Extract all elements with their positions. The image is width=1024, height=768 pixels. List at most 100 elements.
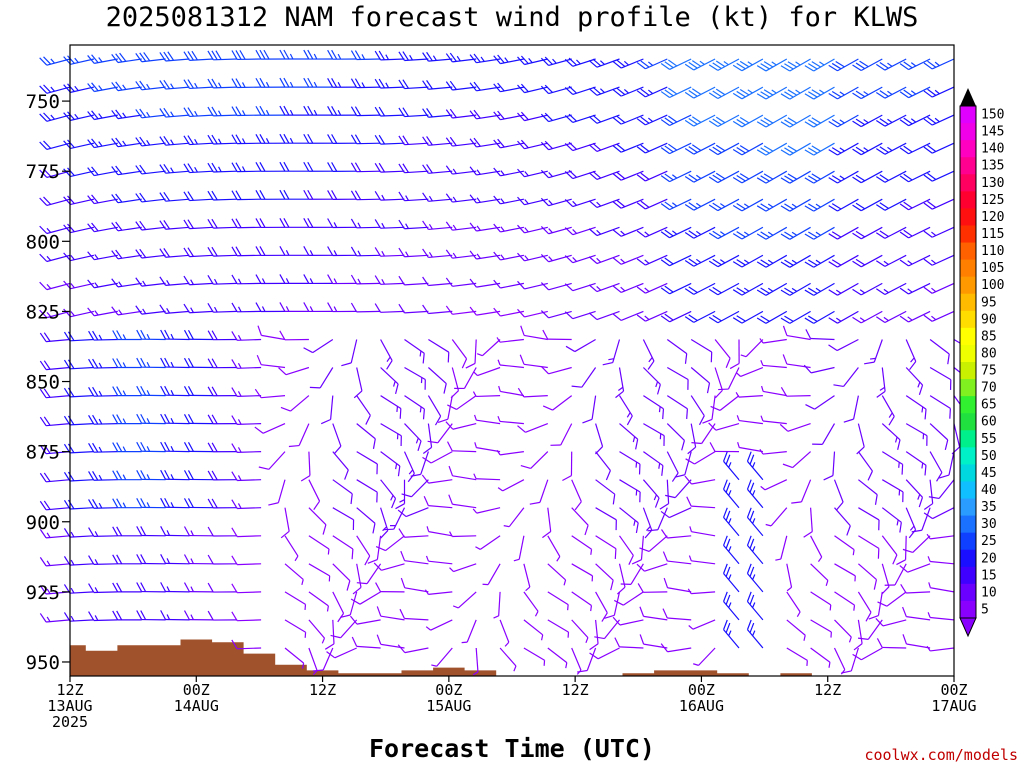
barb-feather	[709, 442, 716, 452]
barb-feather	[469, 138, 477, 148]
wind-barb	[423, 495, 453, 509]
credit-link[interactable]: coolwx.com/models	[864, 746, 1018, 764]
barb-half-feather	[931, 287, 937, 293]
barb-feather	[39, 360, 47, 370]
barb-staff	[94, 170, 118, 177]
barb-staff	[690, 395, 705, 417]
barb-feather	[136, 610, 143, 620]
barb-staff	[787, 423, 811, 432]
barb-feather	[116, 358, 123, 368]
colorbar-label: 80	[981, 346, 997, 361]
wind-barb	[881, 451, 904, 475]
barb-half-feather	[696, 258, 702, 264]
barb-feather	[398, 219, 405, 230]
wind-barb	[207, 442, 238, 453]
wind-barb	[380, 367, 399, 395]
barb-half-feather	[166, 586, 171, 592]
barb-half-feather	[142, 280, 147, 286]
wind-barb	[255, 246, 286, 257]
barb-half-feather	[166, 530, 171, 536]
barb-feather	[517, 196, 525, 206]
barb-feather	[828, 261, 838, 268]
barb-half-feather	[190, 307, 194, 313]
barb-feather	[873, 579, 878, 590]
barb-feather	[330, 634, 341, 639]
barb-feather	[723, 507, 728, 518]
barb-feather	[729, 362, 740, 370]
barb-feather	[92, 386, 99, 397]
wind-barb	[642, 507, 653, 539]
barb-feather	[923, 146, 933, 154]
barb-staff	[476, 114, 501, 120]
barb-feather	[804, 261, 815, 268]
barb-feather	[867, 470, 873, 481]
wind-barb	[642, 479, 660, 508]
wind-barb	[448, 494, 477, 509]
barb-feather	[256, 354, 262, 365]
barb-feather	[763, 89, 774, 96]
wind-barb	[923, 114, 955, 126]
barb-half-feather	[476, 197, 481, 203]
barb-staff	[404, 198, 429, 202]
barb-half-feather	[122, 502, 127, 508]
wind-barb	[588, 114, 620, 124]
wind-barb	[231, 162, 262, 173]
wind-barb	[756, 282, 788, 296]
barb-feather	[660, 147, 670, 155]
barb-feather	[613, 599, 624, 606]
barb-feather	[139, 164, 147, 174]
wind-barb	[445, 193, 477, 203]
barb-feather	[422, 220, 429, 230]
barb-staff	[596, 170, 620, 180]
wind-barb	[804, 58, 835, 72]
barb-feather	[187, 191, 194, 201]
barb-feather	[852, 260, 862, 268]
barb-staff	[858, 479, 878, 496]
barb-staff	[857, 619, 863, 644]
barb-feather	[87, 167, 95, 176]
chart-title: 2025081312 NAM forecast wind profile (kt…	[105, 2, 919, 33]
wind-barb	[398, 219, 429, 230]
barb-feather	[927, 144, 937, 152]
y-tick-label: 825	[26, 301, 60, 323]
barb-feather	[448, 494, 454, 505]
barb-staff	[213, 282, 238, 285]
wind-barb	[732, 114, 764, 128]
barb-feather	[283, 133, 290, 144]
barb-feather	[139, 52, 147, 62]
barb-feather	[756, 289, 767, 296]
barb-feather	[187, 51, 194, 61]
barb-feather	[628, 555, 634, 565]
barb-staff	[789, 142, 811, 156]
wind-barb	[88, 330, 118, 341]
colorbar-swatch	[960, 191, 976, 209]
barb-staff	[850, 647, 859, 672]
barb-feather	[426, 80, 433, 90]
barb-staff	[428, 531, 453, 537]
barb-feather	[63, 359, 71, 370]
barb-feather	[445, 109, 453, 119]
barb-staff	[117, 58, 142, 64]
wind-barb	[380, 339, 393, 370]
colorbar-label: 65	[981, 398, 997, 413]
wind-barb	[639, 606, 668, 621]
barb-feather	[855, 258, 866, 266]
barb-feather	[235, 246, 242, 256]
barb-feather	[140, 470, 147, 480]
barb-half-feather	[910, 357, 915, 363]
wind-barb	[350, 591, 381, 605]
barb-staff	[349, 591, 358, 616]
wind-barb	[571, 535, 593, 555]
barb-feather	[660, 529, 668, 539]
barb-feather	[207, 610, 214, 621]
wind-barb	[499, 647, 517, 672]
barb-feather	[584, 525, 589, 536]
barb-half-feather	[214, 306, 218, 313]
barb-half-feather	[791, 259, 798, 264]
wind-barb	[834, 591, 856, 611]
barb-feather	[88, 471, 95, 481]
barb-feather	[63, 196, 71, 205]
barb-staff	[547, 507, 552, 532]
terrain-layer	[70, 639, 954, 676]
